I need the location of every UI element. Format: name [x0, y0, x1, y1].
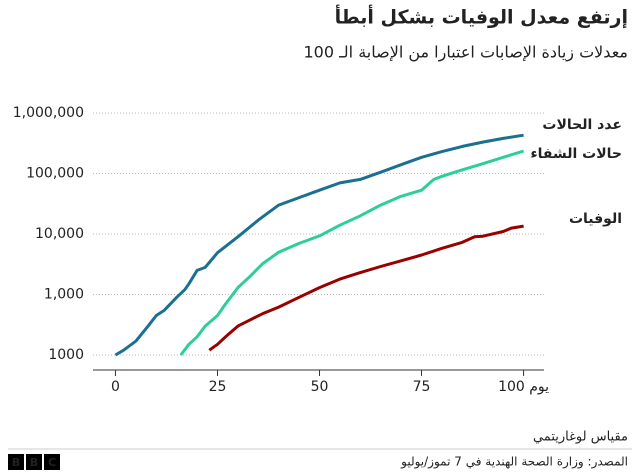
series-label: عدد الحالات — [542, 117, 622, 133]
scale-note: مقياس لوغاريتمي — [533, 430, 628, 445]
logo-box — [26, 454, 42, 470]
logo-letter: B — [12, 456, 20, 469]
logo-letter: B — [30, 456, 38, 469]
series-line — [114, 133, 524, 357]
series-label: حالات الشفاء — [530, 146, 622, 162]
chart-title: إرتفع معدل الوفيات بشكل أبطأ — [335, 5, 628, 29]
x-tick-label: 75 — [413, 379, 431, 395]
y-tick-label: 1,000,000 — [13, 105, 84, 121]
source: المصدر: وزارة الصحة الهندية في 7 تموز/يو… — [400, 455, 628, 470]
chart-subtitle: معدلات زيادة الإصابات اعتبارا من الإصابة… — [303, 43, 628, 63]
x-tick-label: 100 يوم — [498, 379, 549, 395]
y-tick-label: 1000 — [48, 347, 84, 363]
series-line — [179, 149, 525, 356]
x-tick-label: 0 — [111, 379, 120, 395]
logo-box — [44, 454, 60, 470]
y-tick-label: 100,000 — [26, 165, 84, 181]
x-tick-label: 50 — [311, 379, 329, 395]
series-line — [208, 224, 524, 352]
y-tick-label: 10,000 — [35, 226, 84, 242]
y-tick-label: 1,000 — [44, 286, 84, 302]
logo-letter: C — [48, 456, 56, 469]
series-label: الوفيات — [569, 211, 622, 227]
logo-box — [8, 454, 24, 470]
x-tick-label: 25 — [209, 379, 227, 395]
